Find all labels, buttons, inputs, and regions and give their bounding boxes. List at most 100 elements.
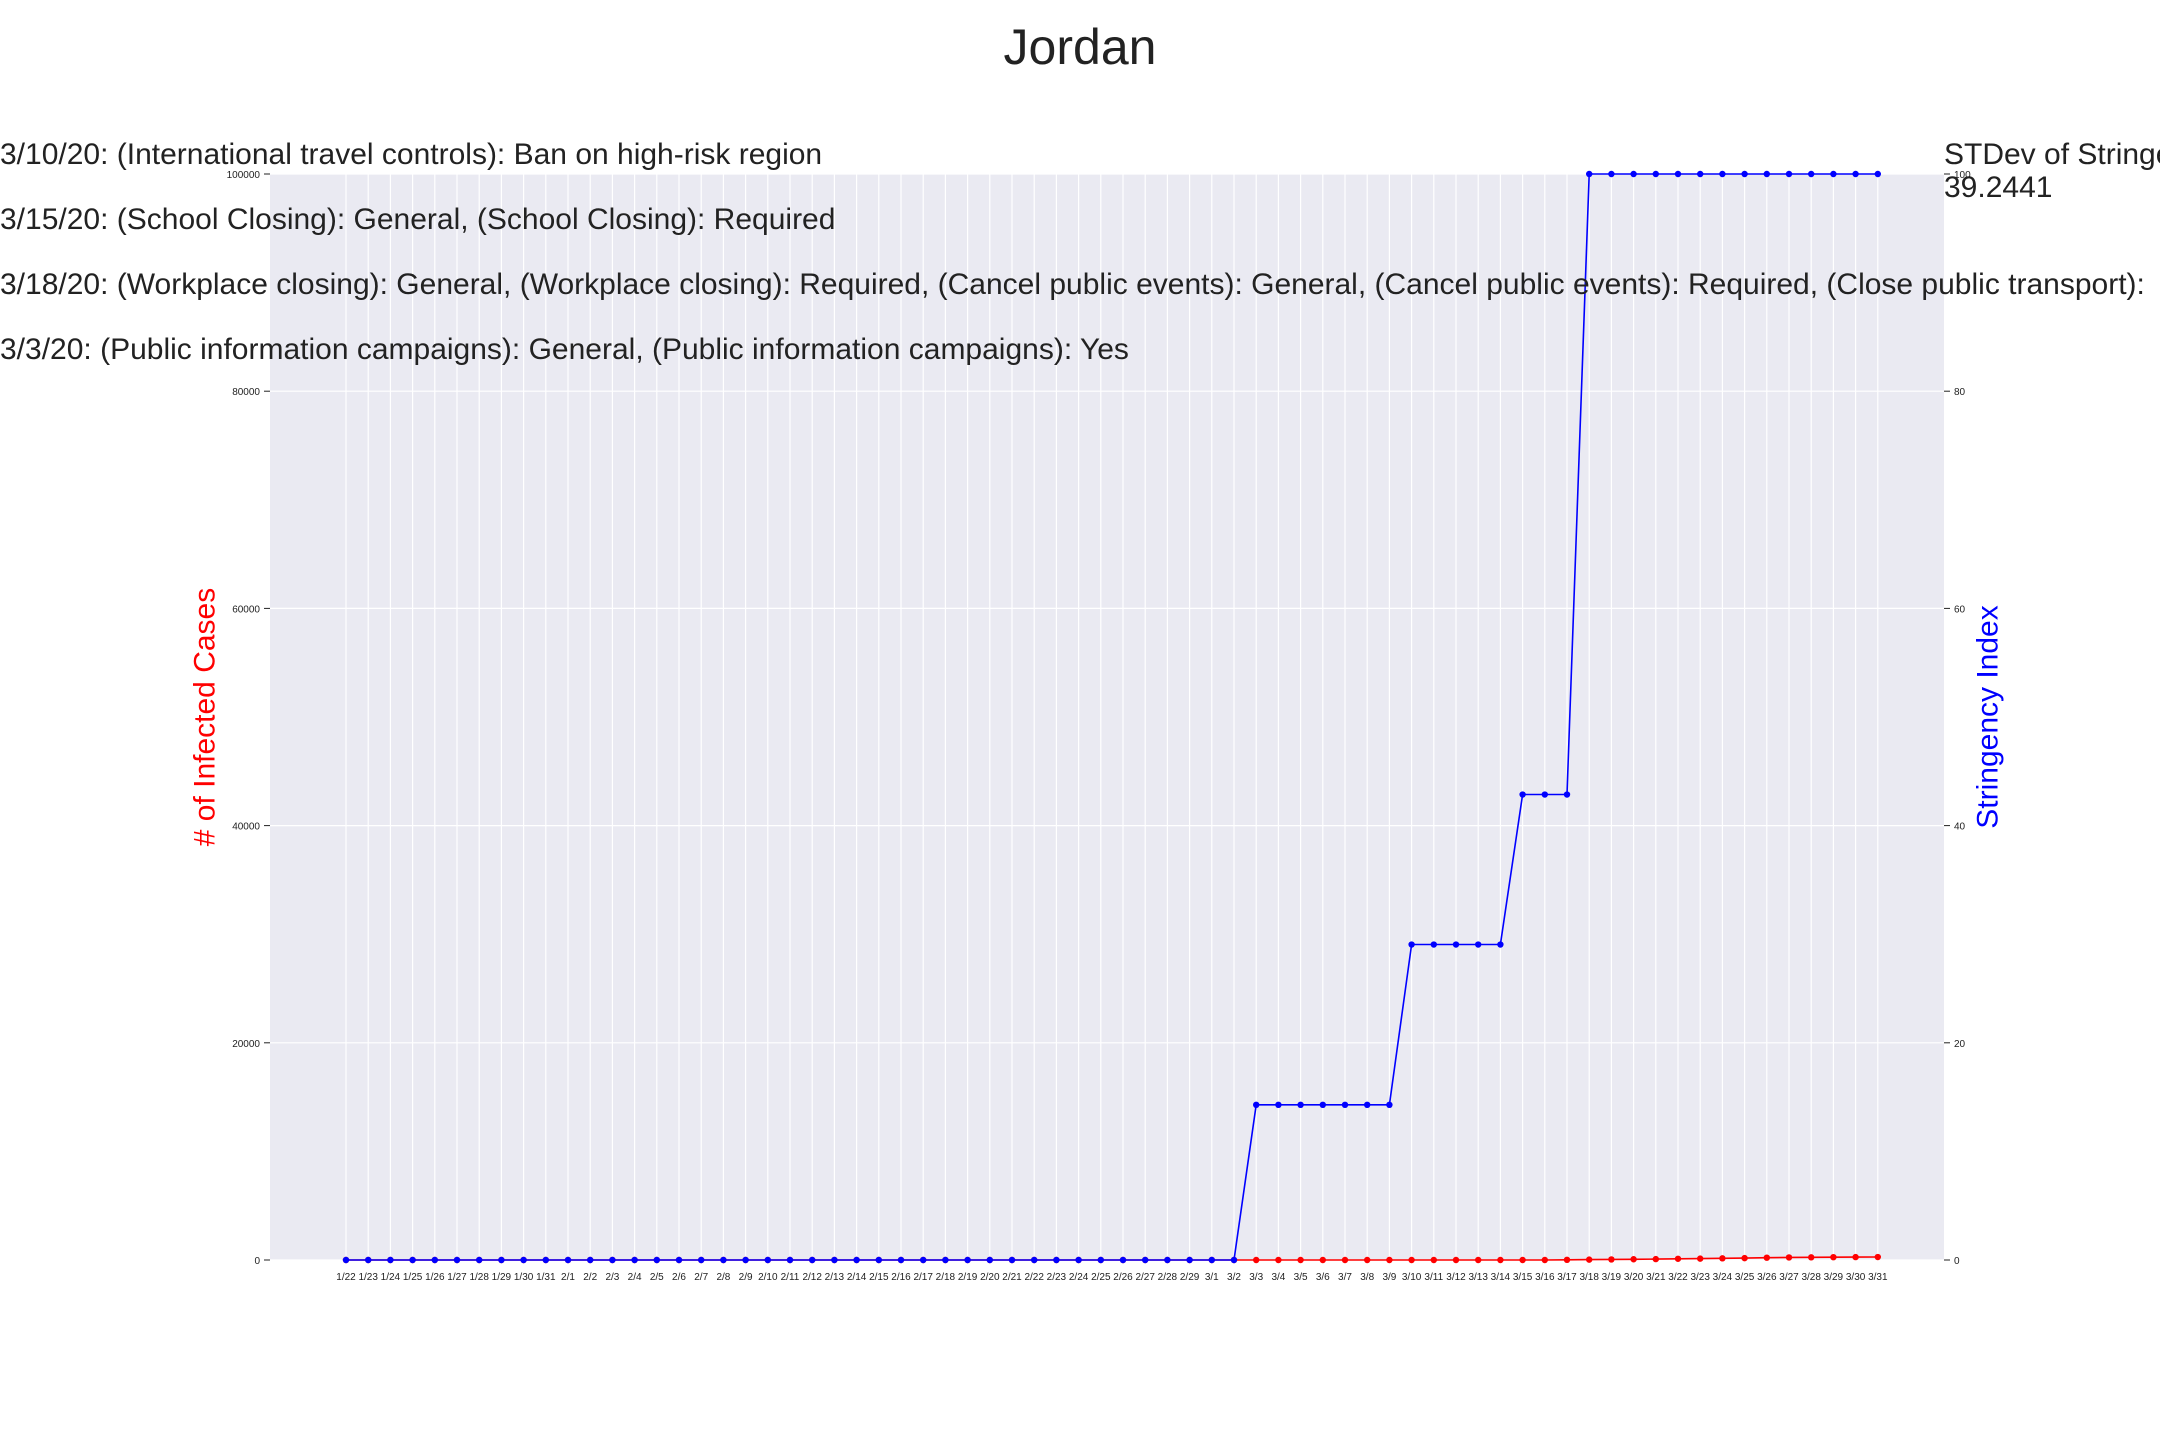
data-point-left [1408,1256,1415,1264]
data-point-right [964,1256,971,1264]
x-tick-label: 2/27 [1135,1272,1155,1283]
y-tick-label-left: 60000 [232,604,260,615]
x-tick-label: 2/26 [1113,1272,1133,1283]
data-point-right [1719,170,1726,178]
data-point-right [698,1256,705,1264]
data-point-right [920,1256,927,1264]
data-point-left [1253,1256,1260,1264]
data-point-right [631,1256,638,1264]
data-point-right [897,1256,905,1264]
data-point-right [1053,1256,1060,1264]
y-tick-label-right: 0 [1954,1256,1960,1267]
x-tick-label: 3/28 [1801,1272,1821,1283]
data-point-right [1031,1256,1038,1264]
y-tick-label-right: 60 [1954,604,1966,615]
data-point-right [853,1256,860,1264]
chart-title: Jordan [1003,19,1157,75]
x-tick-label: 1/27 [447,1272,467,1283]
data-point-right [1297,1101,1304,1109]
data-point-right [1563,791,1571,798]
data-point-right [1341,1101,1349,1109]
data-point-right [1430,941,1438,948]
y-tick-label-left: 100000 [227,170,261,181]
x-tick-label: 1/30 [514,1272,534,1283]
data-point-left [1741,1254,1748,1262]
data-point-right [1253,1101,1260,1109]
x-tick-label: 2/24 [1069,1272,1089,1283]
data-point-right [1386,1101,1393,1109]
data-point-right [1275,1101,1282,1109]
x-tick-label: 3/1 [1205,1272,1219,1283]
x-tick-label: 3/9 [1382,1272,1396,1283]
x-tick-label: 2/14 [847,1272,867,1283]
x-tick-label: 3/4 [1271,1272,1285,1283]
plot-area [270,174,1944,1260]
data-point-left [1830,1253,1837,1261]
data-point-right [1164,1256,1171,1264]
data-point-right [520,1256,527,1264]
data-point-right [1230,1256,1238,1264]
x-tick-label: 2/25 [1091,1272,1111,1283]
data-point-left [1608,1256,1615,1263]
data-point-right [1208,1256,1216,1264]
data-point-right [986,1256,993,1264]
x-tick-label: 2/3 [605,1272,619,1283]
data-point-right [720,1256,727,1264]
data-point-right [453,1256,461,1264]
data-point-right [1608,170,1615,178]
x-tick-label: 3/6 [1316,1272,1330,1283]
x-tick-label: 2/19 [958,1272,978,1283]
data-point-left [1430,1256,1438,1264]
data-point-right [1519,791,1526,798]
x-tick-label: 1/23 [358,1272,378,1283]
data-point-right [1541,791,1549,798]
data-point-right [742,1256,749,1264]
data-point-left [1563,1256,1571,1264]
data-point-left [1386,1256,1393,1264]
data-point-right [1697,170,1704,178]
data-point-left [1785,1254,1793,1261]
data-point-left [1541,1256,1549,1264]
data-point-right [431,1256,438,1264]
data-point-right [1452,941,1460,948]
data-point-right [1119,1256,1127,1264]
data-point-right [1497,941,1504,948]
data-point-left [1452,1256,1460,1264]
stdev-label: STDev of Stringe [1944,138,2160,171]
data-point-right [587,1256,594,1264]
x-tick-label: 2/5 [650,1272,664,1283]
x-tick-label: 3/3 [1249,1272,1263,1283]
data-point-right [1319,1101,1327,1109]
x-tick-label: 3/5 [1294,1272,1308,1283]
x-tick-label: 2/21 [1002,1272,1022,1283]
data-point-left [1652,1255,1660,1263]
data-point-left [1519,1256,1526,1264]
x-tick-label: 3/12 [1446,1272,1466,1283]
y-axis-label-right: Stringency Index [1971,605,2005,829]
data-point-left [1341,1256,1349,1264]
data-point-right [1808,170,1815,178]
x-tick-label: 3/20 [1624,1272,1644,1283]
data-point-left [1719,1255,1726,1262]
x-tick-label: 3/7 [1338,1272,1352,1283]
series [342,170,1882,1264]
series-line-right [346,173,1878,1261]
data-point-right [786,1256,794,1264]
data-point-left [1586,1256,1593,1263]
data-point-right [653,1256,660,1264]
x-tick-label: 3/19 [1602,1272,1622,1283]
x-tick-label: 2/20 [980,1272,1000,1283]
annotation-1: 3/10/20: (International travel controls)… [0,138,823,171]
data-point-right [409,1256,416,1264]
data-point-right [387,1256,394,1264]
x-tick-label: 1/24 [381,1272,401,1283]
data-point-right [564,1256,572,1264]
x-tick-label: 3/18 [1579,1272,1599,1283]
data-point-right [365,1256,372,1264]
x-tick-label: 2/18 [936,1272,956,1283]
data-point-right [1186,1256,1193,1264]
data-point-right [809,1256,816,1264]
grid [270,173,1944,1261]
data-point-right [675,1256,683,1264]
data-point-right [831,1256,838,1264]
